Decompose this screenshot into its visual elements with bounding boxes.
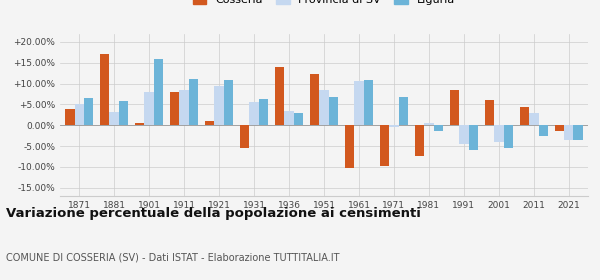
- Bar: [469, 125, 478, 150]
- Bar: [189, 80, 198, 125]
- Bar: [529, 113, 539, 125]
- Bar: [74, 104, 84, 125]
- Text: Variazione percentuale della popolazione ai censimenti: Variazione percentuale della popolazione…: [6, 207, 421, 220]
- Legend: Cosseria, Provincia di SV, Liguria: Cosseria, Provincia di SV, Liguria: [190, 0, 458, 8]
- Bar: [135, 123, 145, 125]
- Bar: [564, 125, 574, 140]
- Bar: [380, 125, 389, 166]
- Bar: [319, 90, 329, 125]
- Bar: [250, 102, 259, 125]
- Bar: [574, 125, 583, 140]
- Bar: [100, 53, 109, 125]
- Bar: [205, 121, 214, 125]
- Bar: [364, 80, 373, 125]
- Bar: [84, 98, 94, 125]
- Bar: [329, 97, 338, 125]
- Bar: [424, 123, 434, 125]
- Bar: [459, 125, 469, 144]
- Bar: [415, 125, 424, 157]
- Bar: [520, 107, 529, 125]
- Bar: [275, 67, 284, 125]
- Bar: [554, 125, 564, 131]
- Bar: [224, 80, 233, 125]
- Bar: [119, 101, 128, 125]
- Bar: [259, 99, 268, 125]
- Bar: [240, 125, 250, 148]
- Bar: [154, 59, 163, 125]
- Bar: [310, 74, 319, 125]
- Bar: [354, 81, 364, 125]
- Bar: [294, 113, 303, 125]
- Bar: [398, 97, 408, 125]
- Bar: [214, 86, 224, 125]
- Bar: [145, 92, 154, 125]
- Bar: [539, 125, 548, 136]
- Bar: [179, 90, 189, 125]
- Bar: [389, 125, 398, 127]
- Bar: [345, 125, 354, 168]
- Text: COMUNE DI COSSERIA (SV) - Dati ISTAT - Elaborazione TUTTITALIA.IT: COMUNE DI COSSERIA (SV) - Dati ISTAT - E…: [6, 252, 340, 262]
- Bar: [494, 125, 503, 142]
- Bar: [503, 125, 513, 148]
- Bar: [284, 111, 294, 125]
- Bar: [65, 109, 74, 125]
- Bar: [170, 92, 179, 125]
- Bar: [109, 112, 119, 125]
- Bar: [450, 90, 459, 125]
- Bar: [434, 125, 443, 131]
- Bar: [485, 100, 494, 125]
